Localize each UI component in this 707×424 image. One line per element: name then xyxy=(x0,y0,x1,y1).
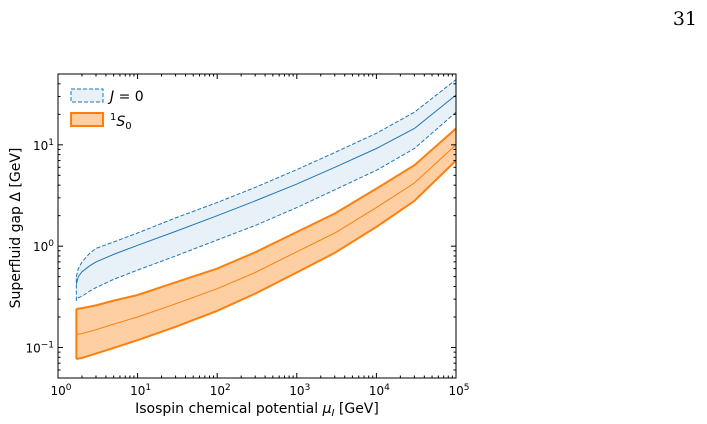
page-number: 31 xyxy=(672,8,697,30)
series-0-lower-line xyxy=(75,111,457,301)
x-tick-label: 104 xyxy=(369,383,390,398)
y-tick-label: 10−1 xyxy=(25,340,54,355)
tick-labels: 100 101 102 103 104 105 10−1 100 101 xyxy=(25,138,469,398)
legend: J = 0 1S0 xyxy=(70,88,144,132)
series-1-band xyxy=(76,128,457,359)
legend-swatch-j0 xyxy=(70,88,104,103)
x-tick-label: 100 xyxy=(50,383,71,398)
series-1-lower-line xyxy=(76,159,457,360)
series-0-upper-line xyxy=(75,79,457,277)
series-0-band xyxy=(76,79,457,301)
y-axis-label: Superfluid gap Δ [GeV] xyxy=(8,148,24,309)
x-tick-label: 105 xyxy=(448,383,469,398)
series-1-center-line xyxy=(76,144,457,335)
y-tick-label: 100 xyxy=(33,239,54,254)
series-1-upper-line xyxy=(76,127,457,310)
x-tick-label: 102 xyxy=(210,383,231,398)
axis-ticks xyxy=(57,74,457,378)
x-tick-label: 103 xyxy=(289,383,310,398)
legend-swatch-1s0 xyxy=(70,112,104,127)
plot-series xyxy=(75,79,457,360)
series-0-center-line xyxy=(75,94,457,285)
plot-frame xyxy=(57,73,457,379)
y-tick-label: 101 xyxy=(33,138,54,153)
legend-label-1s0: 1S0 xyxy=(110,112,132,132)
legend-label-j0: J = 0 xyxy=(107,89,144,105)
x-tick-label: 101 xyxy=(130,383,151,398)
x-axis-label: Isospin chemical potential μI [GeV] xyxy=(135,401,379,419)
